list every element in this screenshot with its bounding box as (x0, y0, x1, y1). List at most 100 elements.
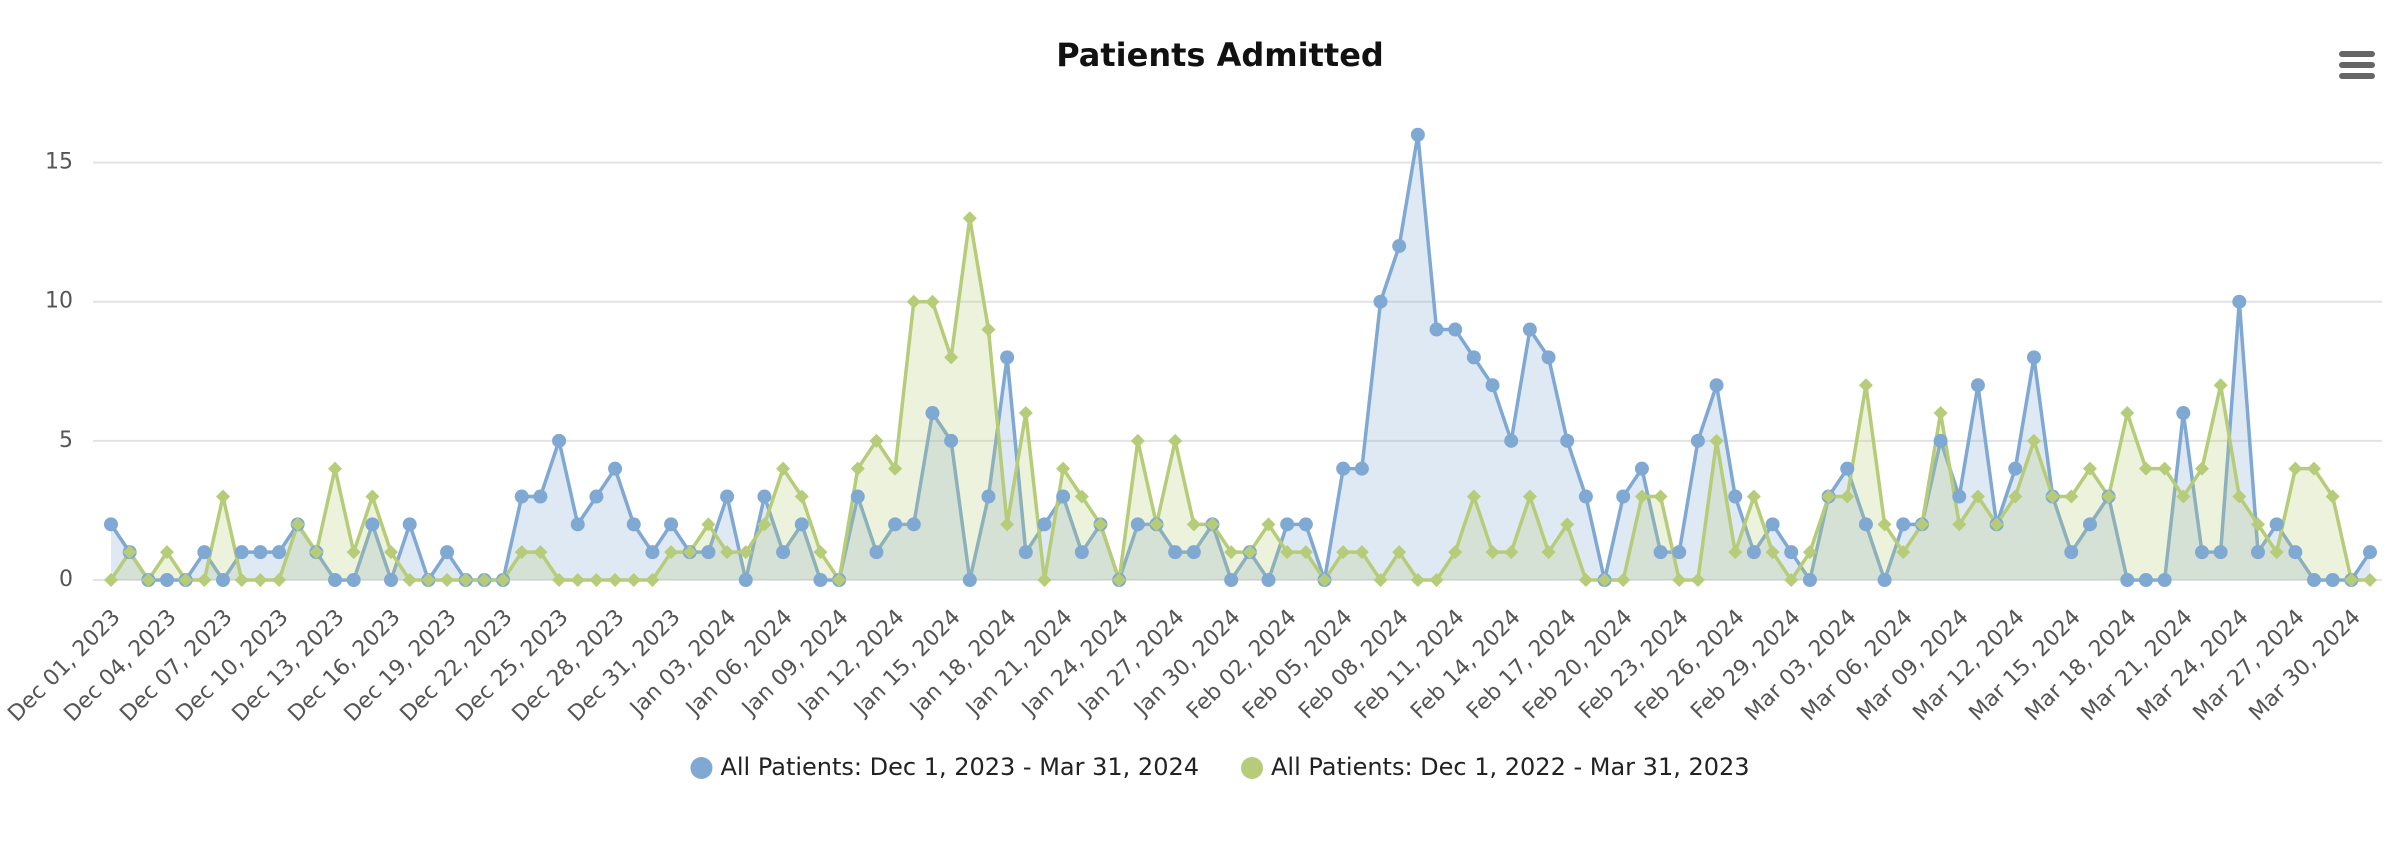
marker (850, 461, 865, 476)
marker (1690, 573, 1705, 587)
marker (2232, 294, 2247, 309)
menu-button[interactable] (2336, 46, 2378, 84)
marker (701, 545, 716, 560)
marker (2213, 378, 2228, 393)
marker (309, 545, 324, 560)
marker (216, 489, 231, 504)
marker (1224, 545, 1239, 560)
menu-bar (2339, 73, 2375, 79)
marker (1746, 545, 1761, 560)
marker (2363, 545, 2377, 560)
marker (2363, 573, 2377, 587)
marker (1746, 489, 1761, 504)
marker (1914, 517, 1929, 532)
marker (514, 545, 529, 560)
marker (589, 489, 604, 504)
marker (1261, 573, 1276, 587)
marker (1336, 545, 1351, 560)
marker (552, 433, 567, 448)
marker (1522, 489, 1537, 504)
marker (1037, 517, 1052, 532)
marker (1709, 378, 1724, 393)
marker (1634, 461, 1649, 476)
marker (1485, 545, 1500, 560)
marker (869, 545, 884, 560)
marker (626, 517, 641, 532)
marker (1000, 350, 1015, 365)
y-tick-label: 0 (59, 567, 73, 592)
marker (794, 517, 809, 532)
marker (608, 573, 623, 587)
marker (533, 489, 548, 504)
marker (776, 461, 791, 476)
marker (962, 211, 977, 226)
marker (1280, 545, 1295, 560)
marker (906, 294, 921, 309)
marker (1429, 322, 1444, 337)
marker (1952, 489, 1967, 504)
marker (1840, 461, 1855, 476)
marker (253, 573, 268, 587)
marker (2250, 545, 2265, 560)
marker (2176, 489, 2191, 504)
marker (1896, 545, 1911, 560)
marker (720, 545, 735, 560)
marker (944, 350, 959, 365)
marker (477, 573, 492, 587)
marker (2138, 573, 2153, 587)
marker (570, 573, 585, 587)
marker (1728, 545, 1743, 560)
marker (1130, 433, 1145, 448)
marker (794, 489, 809, 504)
marker (1373, 573, 1388, 587)
marker (365, 489, 380, 504)
marker (1952, 517, 1967, 532)
marker (2064, 545, 2079, 560)
marker (2008, 461, 2023, 476)
marker (1168, 545, 1183, 560)
legend-item: All Patients: Dec 1, 2022 - Mar 31, 2023 (1241, 753, 1750, 781)
marker (1354, 461, 1369, 476)
marker (2344, 573, 2359, 587)
marker (197, 545, 212, 560)
marker (2082, 461, 2097, 476)
marker (1765, 545, 1780, 560)
marker (1896, 517, 1911, 532)
marker (1597, 573, 1612, 587)
marker (738, 545, 753, 560)
marker (2008, 489, 2023, 504)
marker (104, 517, 118, 532)
marker (738, 573, 753, 587)
marker (1074, 545, 1089, 560)
marker (1354, 545, 1369, 560)
marker (1970, 489, 1985, 504)
marker (2194, 545, 2209, 560)
marker (1877, 517, 1892, 532)
marker (2269, 517, 2284, 532)
marker (1616, 489, 1631, 504)
marker (1578, 489, 1593, 504)
marker (1037, 573, 1052, 587)
marker (813, 573, 828, 587)
legend-symbol (690, 757, 713, 779)
marker (1653, 489, 1668, 504)
marker (626, 573, 641, 587)
marker (216, 573, 231, 587)
marker (234, 545, 249, 560)
marker (2194, 461, 2209, 476)
marker (1429, 573, 1444, 587)
marker (440, 573, 455, 587)
marker (2306, 461, 2321, 476)
marker (701, 517, 716, 532)
marker (141, 573, 156, 587)
marker (1280, 517, 1295, 532)
marker (1448, 322, 1463, 337)
marker (1877, 573, 1892, 587)
marker (1504, 545, 1519, 560)
marker (608, 461, 623, 476)
marker (346, 573, 361, 587)
marker (645, 545, 660, 560)
marker (2045, 489, 2060, 504)
marker (1541, 545, 1556, 560)
